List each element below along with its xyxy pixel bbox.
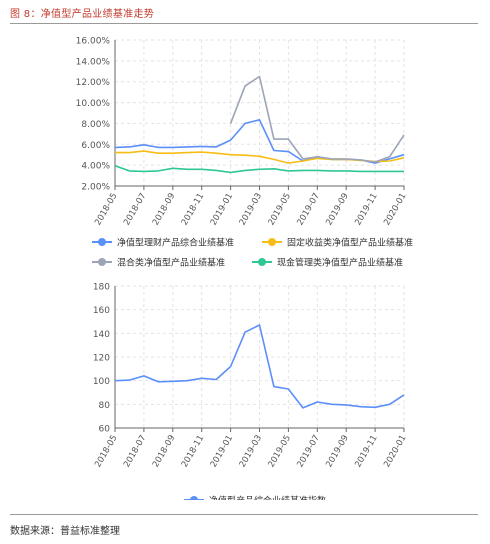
- legend-label: 固定收益类净值型产品业绩基准: [287, 237, 413, 249]
- x-tick-label: 2018-05: [93, 434, 119, 470]
- benchmark-index-chart: 60 80 100 120 140 160 180 2018-05 2018-07 2018-09…: [93, 283, 409, 501]
- y-tick-label: 6.00%: [81, 141, 110, 151]
- x-tick-label: 2019-05: [267, 192, 293, 228]
- benchmark-rate-chart: 2.00% 4.00% 6.00% 8.00% 10.00% 12.00% 14.00% 16…: [76, 37, 413, 269]
- x-tick-label: 2019-03: [238, 192, 264, 228]
- series-line: [229, 75, 405, 163]
- legend-entry: 净值型产品综合业绩基准指数: [184, 495, 326, 501]
- x-tick-label: 2018-11: [180, 192, 206, 228]
- legend-label: 现金管理类净值型产品业绩基准: [277, 257, 403, 269]
- y-tick-label: 10.00%: [76, 99, 111, 109]
- x-tick-label: 2019-07: [295, 434, 321, 470]
- x-tick-label: 2020-01: [382, 192, 408, 228]
- series-line: [114, 324, 405, 409]
- series-line: [114, 164, 404, 174]
- x-tick-label: 2019-03: [238, 434, 264, 470]
- legend-entry: 现金管理类净值型产品业绩基准: [252, 257, 403, 269]
- x-tick-label: 2019-09: [324, 434, 350, 470]
- x-tick-label: 2018-09: [151, 434, 177, 470]
- legend-entry: 固定收益类净值型产品业绩基准: [262, 237, 413, 249]
- legend-label: 混合类净值型产品业绩基准: [117, 257, 225, 269]
- y-tick-label: 8.00%: [81, 120, 110, 130]
- legend-swatch-dot: [98, 258, 106, 266]
- y-tick-label: 4.00%: [81, 162, 110, 172]
- y-tick-label: 60: [99, 425, 111, 435]
- x-tick-label: 2018-07: [122, 192, 148, 228]
- y-tick-label: 160: [93, 306, 110, 316]
- x-tick-label: 2018-11: [180, 434, 206, 470]
- legend-entry: 净值型理财产品综合业绩基准: [92, 237, 234, 249]
- source-note: 数据来源：普益标准整理: [10, 526, 120, 537]
- legend-label: 净值型理财产品综合业绩基准: [117, 237, 234, 249]
- legend-swatch-dot: [98, 238, 106, 246]
- x-tick-label: 2019-07: [295, 192, 321, 228]
- x-tick-label: 2019-09: [324, 192, 350, 228]
- x-tick-label: 2018-05: [93, 192, 119, 228]
- x-tick-label: 2019-11: [353, 192, 379, 228]
- source-rule: [10, 514, 478, 515]
- legend-label: 净值型产品综合业绩基准指数: [209, 495, 326, 501]
- y-tick-label: 2.00%: [81, 183, 110, 193]
- x-tick-label: 2020-01: [382, 434, 408, 470]
- x-tick-label: 2018-07: [122, 434, 148, 470]
- x-tick-label: 2019-01: [209, 434, 235, 470]
- legend-swatch-dot: [268, 238, 276, 246]
- y-tick-label: 12.00%: [76, 78, 111, 88]
- legend-swatch-dot: [258, 258, 266, 266]
- x-tick-label: 2019-05: [267, 434, 293, 470]
- y-tick-label: 100: [93, 377, 110, 387]
- legend-swatch-dot: [190, 496, 198, 500]
- y-tick-label: 16.00%: [76, 37, 111, 47]
- y-tick-label: 140: [93, 330, 110, 340]
- y-tick-label: 80: [99, 401, 111, 411]
- x-tick-label: 2019-01: [209, 192, 235, 228]
- figure-title: 图 8：净值型产品业绩基准走势: [10, 9, 155, 20]
- title-rule: [10, 23, 478, 24]
- y-tick-label: 14.00%: [76, 57, 111, 67]
- x-tick-label: 2018-09: [151, 192, 177, 228]
- y-tick-label: 180: [93, 283, 110, 293]
- x-tick-label: 2019-11: [353, 434, 379, 470]
- y-tick-label: 120: [93, 354, 110, 364]
- legend-entry: 混合类净值型产品业绩基准: [92, 257, 225, 269]
